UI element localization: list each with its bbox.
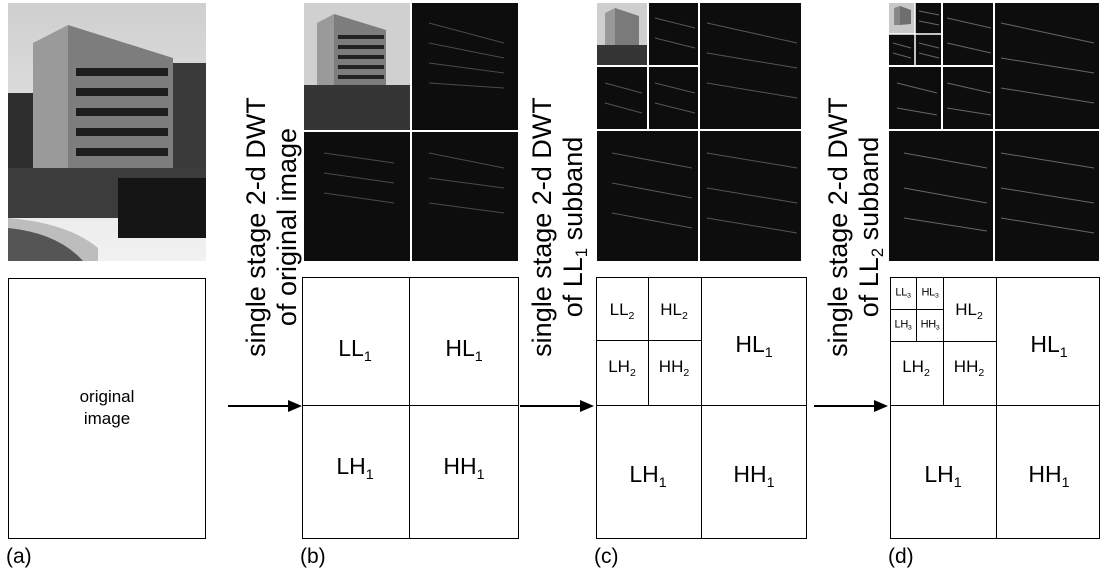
dwt-level3-image <box>889 3 1099 261</box>
divider <box>409 277 410 539</box>
divider <box>302 405 519 406</box>
subband-hh1: HH1 <box>443 453 485 483</box>
original-image-label: original image <box>79 387 135 428</box>
dwt-level2-image <box>597 3 801 261</box>
step3-line2: of LL2 subband <box>854 136 888 318</box>
subband-hh2: HH2 <box>658 357 690 379</box>
level1-diagram <box>302 277 519 539</box>
subband-hl1: HL1 <box>1030 331 1068 361</box>
divider <box>648 277 649 405</box>
step1-line1: single stage 2-d DWT <box>241 97 271 357</box>
step1-label: single stage 2-d DWT of original image <box>241 72 303 382</box>
divider <box>596 340 701 341</box>
original-photo <box>8 3 206 261</box>
subband-hh1: HH1 <box>733 461 775 491</box>
subband-ll2: LL2 <box>609 300 635 322</box>
divider <box>701 277 702 539</box>
subband-ll1: LL1 <box>338 335 372 365</box>
divider <box>596 405 807 406</box>
caption-b: (b) <box>300 545 326 568</box>
dwt-level3-photo <box>889 3 1099 261</box>
subband-lh3: LH3 <box>894 318 912 332</box>
step1-line2: of original image <box>272 127 302 327</box>
divider <box>890 341 996 342</box>
level3-diagram <box>890 277 1100 539</box>
dwt-level1-photo <box>304 3 518 261</box>
subband-hl1: HL1 <box>735 331 773 361</box>
original-image-box <box>8 278 206 539</box>
subband-hl1: HL1 <box>445 335 483 365</box>
subband-ll3: LL3 <box>895 286 911 300</box>
caption-c: (c) <box>594 545 619 568</box>
dwt-level1-image <box>304 3 518 261</box>
step2-line1: single stage 2-d DWT <box>527 97 557 357</box>
divider <box>890 405 1100 406</box>
arrow-right-icon <box>228 400 302 412</box>
subband-hh2: HH2 <box>953 357 985 379</box>
step2-label: single stage 2-d DWT of LL1 subband <box>527 72 597 382</box>
subband-lh1: LH1 <box>924 461 962 491</box>
subband-hl2: HL2 <box>955 300 983 322</box>
step3-line1: single stage 2-d DWT <box>823 97 853 357</box>
arrow-right-icon <box>520 400 594 412</box>
divider <box>996 277 997 539</box>
building-photo-image <box>8 3 206 261</box>
subband-lh1: LH1 <box>336 453 374 483</box>
step3-label: single stage 2-d DWT of LL2 subband <box>823 72 893 382</box>
arrow-right-icon <box>814 400 888 412</box>
subband-lh2: LH2 <box>608 357 636 379</box>
subband-lh1: LH1 <box>629 461 667 491</box>
subband-hl2: HL2 <box>660 300 688 322</box>
caption-a: (a) <box>6 545 32 568</box>
subband-hh3: HH3 <box>920 318 940 332</box>
subband-hl3: HL3 <box>921 286 939 300</box>
subband-lh2: LH2 <box>902 357 930 379</box>
caption-d: (d) <box>888 545 914 568</box>
dwt-level2-photo <box>597 3 801 261</box>
subband-hh1: HH1 <box>1028 461 1070 491</box>
step2-line2: of LL1 subband <box>558 136 592 318</box>
divider <box>890 309 943 310</box>
